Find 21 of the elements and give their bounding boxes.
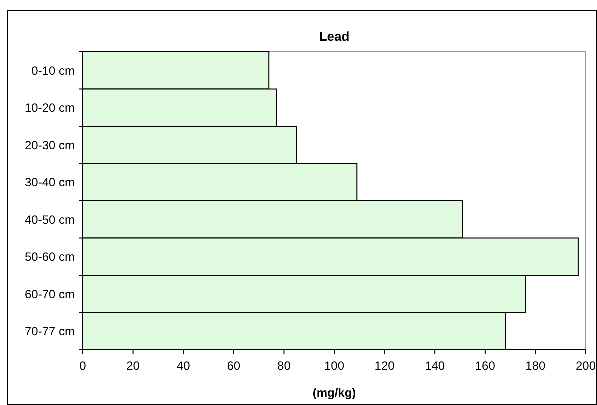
x-tick-label: 160 <box>475 359 496 373</box>
y-tick-label: 50-60 cm <box>24 250 75 264</box>
x-tick-label: 180 <box>526 359 546 373</box>
x-tick-label: 80 <box>278 359 292 373</box>
x-tick-label: 120 <box>374 359 396 373</box>
x-tick-label: 100 <box>324 359 345 373</box>
x-tick-label: 40 <box>176 359 191 373</box>
y-tick-label: 70-77 cm <box>24 324 75 339</box>
y-tick-label: 60-70 cm <box>24 287 75 302</box>
x-axis-title: (mg/kg) <box>312 386 356 400</box>
y-tick-label: 40-50 cm <box>24 212 75 227</box>
x-tick-label: 20 <box>126 359 140 373</box>
y-tick-label: 10-20 cm <box>24 101 75 116</box>
x-tick-label: 200 <box>576 359 596 373</box>
chart-title: Lead <box>319 29 350 44</box>
x-tick-label: 0 <box>80 359 87 373</box>
y-tick-label: 30-40 cm <box>24 176 75 190</box>
y-tick-label: 20-30 cm <box>24 138 75 152</box>
x-tick-label: 60 <box>227 359 241 373</box>
y-tick-label: 0-10 cm <box>32 64 75 78</box>
x-tick-label: 140 <box>425 359 446 373</box>
